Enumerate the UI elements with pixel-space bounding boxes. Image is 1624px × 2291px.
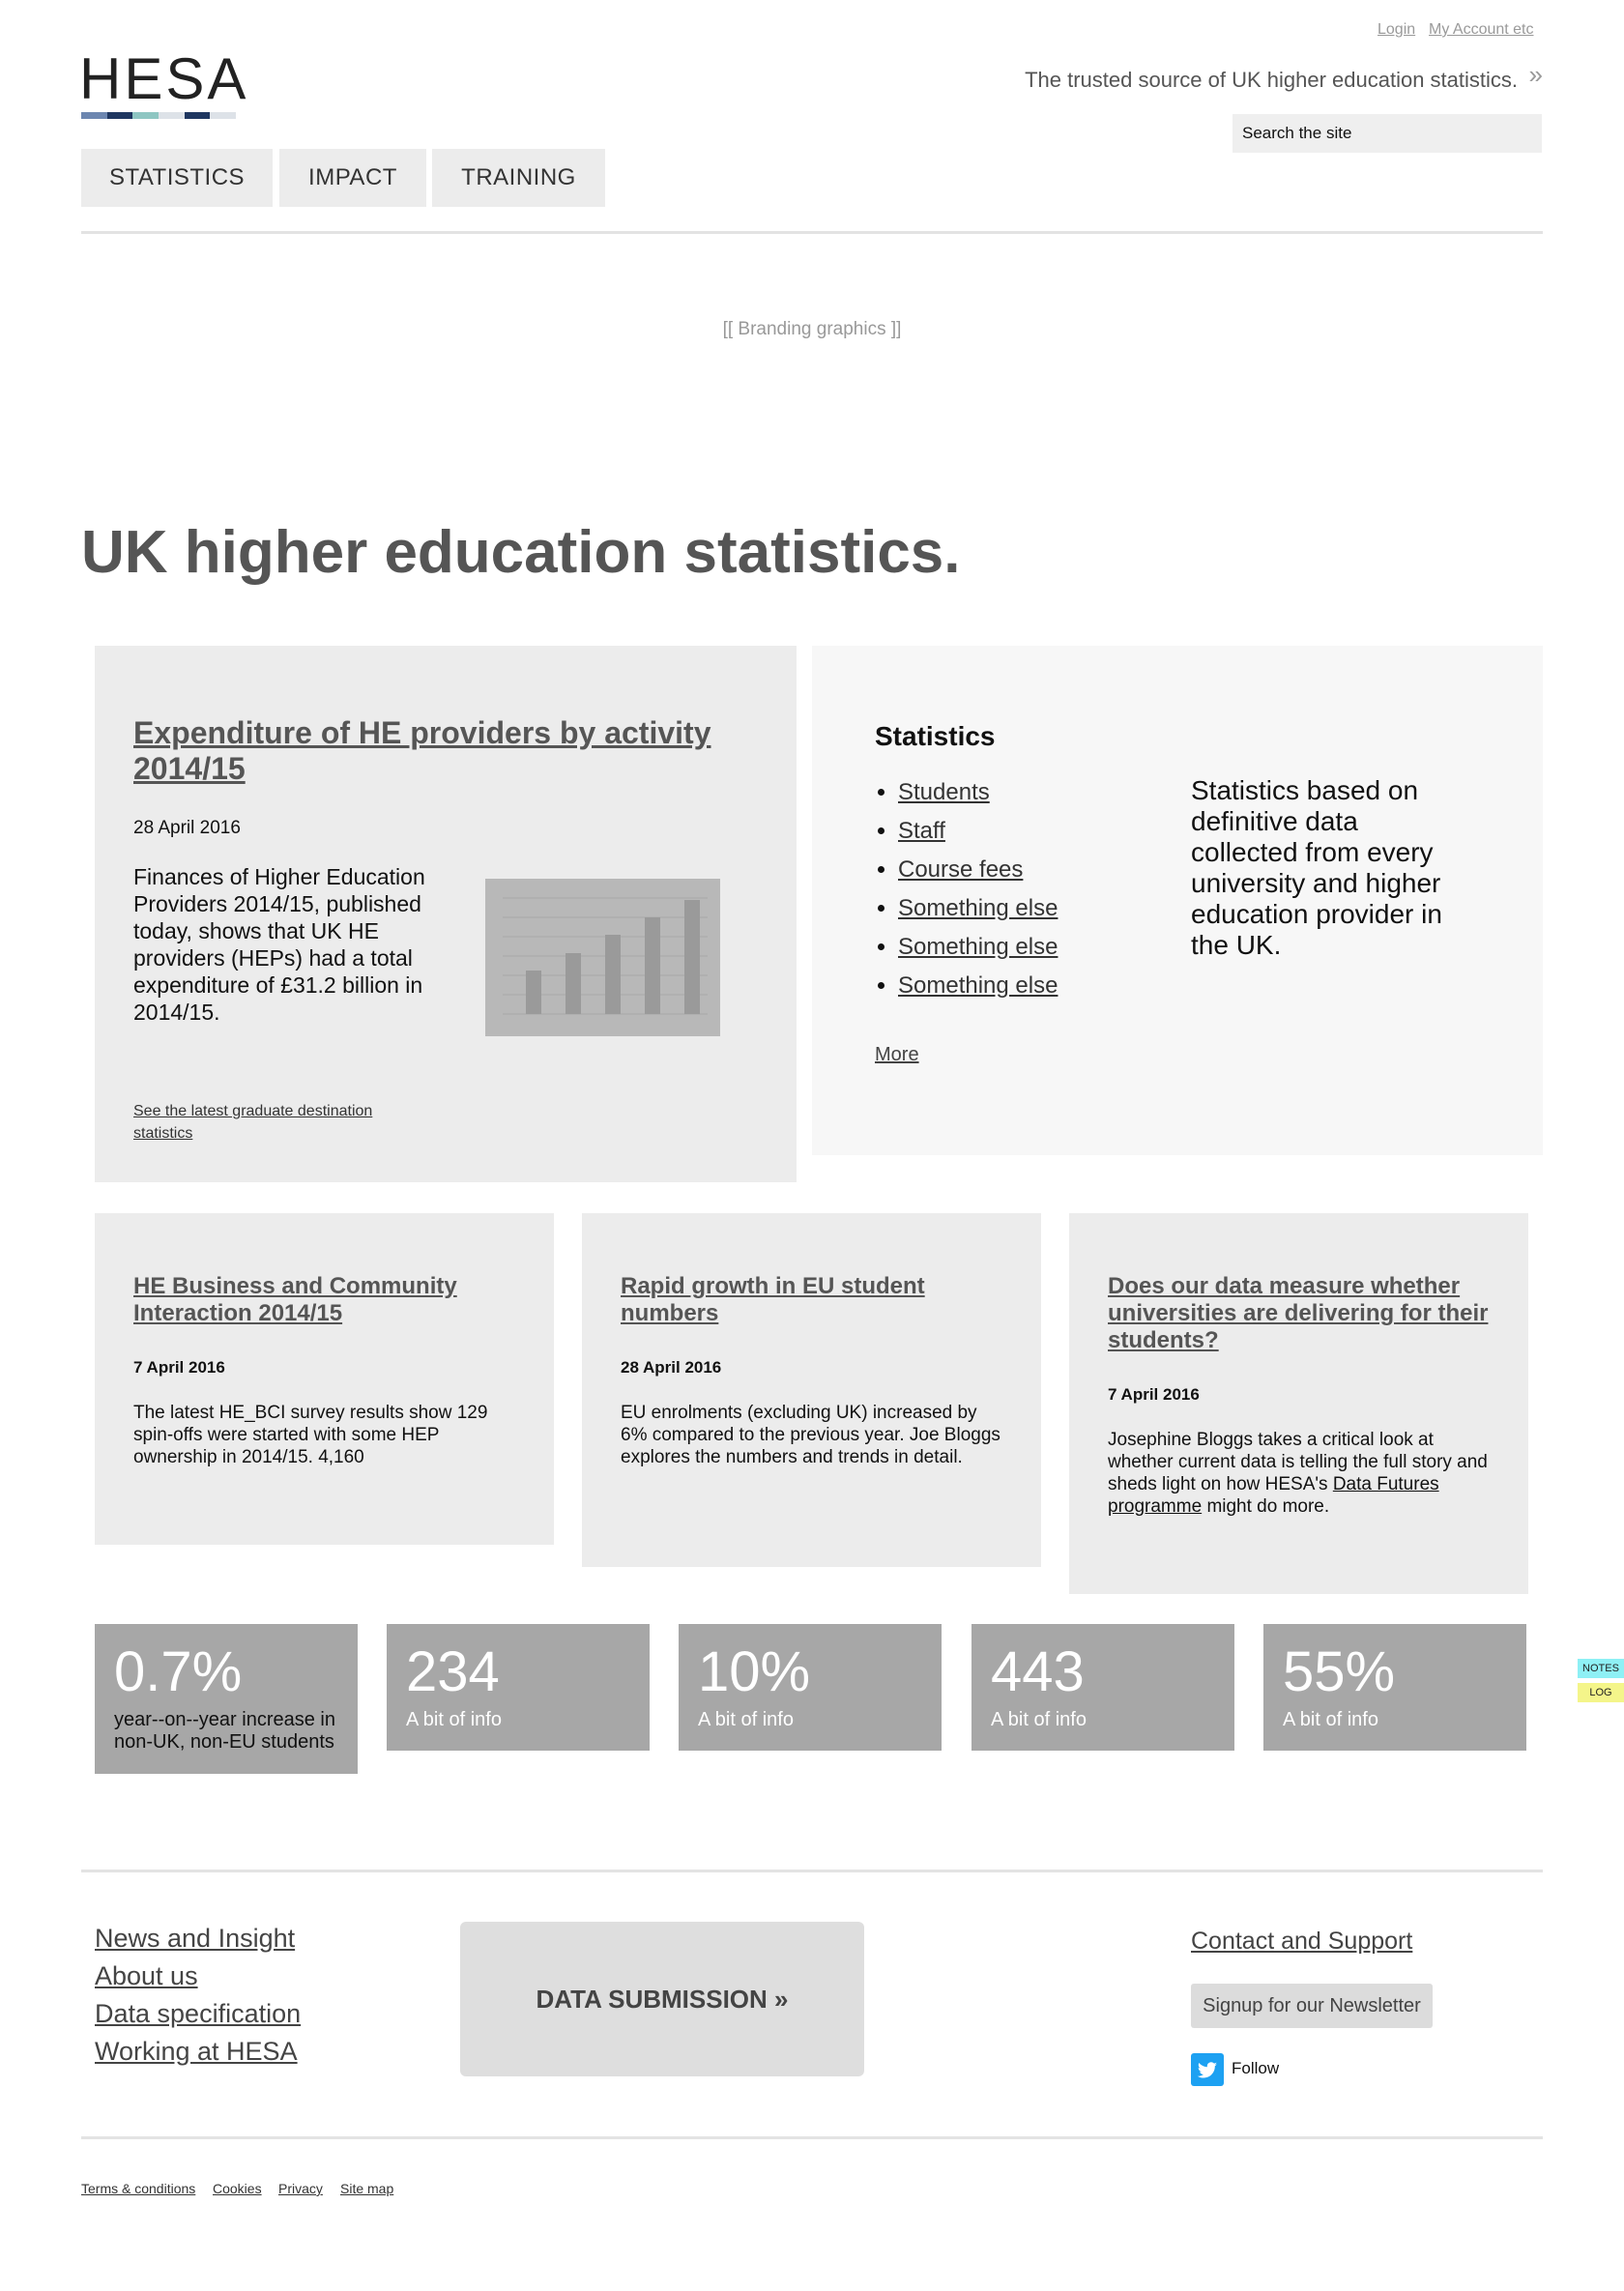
news-title-link[interactable]: Rapid growth in EU student numbers [621, 1273, 925, 1326]
tagline-arrow-icon[interactable]: » [1528, 60, 1543, 89]
statistics-link-something-else[interactable]: Something else [898, 895, 1058, 921]
news-title: Does our data measure whether universiti… [1108, 1273, 1494, 1354]
chart-thumbnail-graphic [503, 897, 708, 1015]
footer-links: News and Insight About us Data specifica… [95, 1920, 301, 2071]
twitter-bird-icon [1197, 2062, 1217, 2078]
stat-value: 234 [406, 1640, 500, 1703]
footer-divider [81, 1870, 1543, 1872]
news-body-text: Josephine Bloggs takes a critical look a… [1108, 1430, 1488, 1494]
stat-label: year--on--year increase in non-UK, non-E… [114, 1709, 335, 1753]
statistics-list: Students Staff Course fees Something els… [875, 773, 1058, 1005]
list-item: Something else [898, 928, 1058, 967]
list-item: Course fees [898, 851, 1058, 889]
login-link[interactable]: Login [1378, 21, 1416, 38]
news-title-link[interactable]: Does our data measure whether universiti… [1108, 1273, 1489, 1353]
feature-title-link[interactable]: Expenditure of HE providers by activity … [133, 715, 711, 786]
cookies-link[interactable]: Cookies [213, 2181, 262, 2196]
twitter-follow-label[interactable]: Follow [1232, 2059, 1280, 2077]
footer-link-data-spec[interactable]: Data specification [95, 1999, 302, 2028]
footer-bottom-divider [81, 2136, 1543, 2139]
news-title: Rapid growth in EU student numbers [621, 1273, 1007, 1327]
stat-label: A bit of info [698, 1709, 794, 1730]
news-date: 28 April 2016 [621, 1358, 722, 1377]
feature-body: Finances of Higher Education Providers 2… [133, 864, 425, 1025]
footer-link-working[interactable]: Working at HESA [95, 2037, 298, 2066]
terms-link[interactable]: Terms & conditions [81, 2181, 196, 2196]
logo-bar-segment [81, 112, 107, 119]
news-card: HE Business and Community Interaction 20… [95, 1213, 554, 1545]
news-body-text: might do more. [1206, 1496, 1330, 1517]
statistics-link-something-else[interactable]: Something else [898, 972, 1058, 999]
list-item: Something else [898, 967, 1058, 1005]
data-submission-button[interactable]: DATA SUBMISSION » [460, 1922, 864, 2076]
branding-placeholder: [[ Branding graphics ]] [722, 319, 902, 339]
stat-tile: 234 A bit of info [387, 1624, 650, 1751]
stat-value: 0.7% [114, 1640, 243, 1703]
stat-tile: 55% A bit of info [1263, 1624, 1526, 1751]
stat-value: 55% [1283, 1640, 1396, 1703]
my-account-link[interactable]: My Account etc [1429, 21, 1534, 38]
stat-value: 10% [698, 1640, 811, 1703]
footer-link-about[interactable]: About us [95, 1961, 198, 1990]
site-map-link[interactable]: Site map [340, 2181, 394, 2196]
search-input[interactable] [1232, 114, 1542, 153]
news-date: 7 April 2016 [1108, 1385, 1200, 1404]
stat-tile: 0.7% year--on--year increase in non-UK, … [95, 1624, 358, 1774]
feature-title: Expenditure of HE providers by activity … [133, 715, 752, 787]
stat-label: A bit of info [1283, 1709, 1378, 1730]
privacy-link[interactable]: Privacy [278, 2181, 323, 2196]
list-item: Staff [898, 812, 1058, 851]
site-tagline: The trusted source of UK higher educatio… [1025, 68, 1518, 92]
page-title: UK higher education statistics. [81, 519, 961, 586]
logo-bar-segment [106, 112, 133, 119]
stat-label: A bit of info [991, 1709, 1087, 1730]
statistics-heading: Statistics [875, 721, 996, 751]
feature-card: Expenditure of HE providers by activity … [95, 646, 797, 1182]
stat-value: 443 [991, 1640, 1085, 1703]
statistics-description: Statistics based on definitive data coll… [1191, 775, 1442, 960]
statistics-more-link[interactable]: More [875, 1044, 919, 1065]
news-body: EU enrolments (excluding UK) increased b… [621, 1403, 1000, 1467]
logo-color-bar [81, 112, 237, 119]
stat-tile: 10% A bit of info [679, 1624, 942, 1751]
footer-link-news[interactable]: News and Insight [95, 1924, 296, 1953]
news-body: Josephine Bloggs takes a critical look a… [1108, 1429, 1494, 1518]
news-card: Rapid growth in EU student numbers 28 Ap… [582, 1213, 1041, 1567]
statistics-panel: Statistics Students Staff Course fees So… [812, 646, 1543, 1155]
statistics-link-something-else[interactable]: Something else [898, 934, 1058, 960]
news-date: 7 April 2016 [133, 1358, 225, 1377]
stat-label: A bit of info [406, 1709, 502, 1730]
list-item: Something else [898, 889, 1058, 928]
header-divider [81, 231, 1543, 234]
notes-tab[interactable]: NOTES [1578, 1659, 1624, 1678]
logo-bar-segment [210, 112, 237, 119]
logo-bar-segment [159, 112, 185, 119]
news-title: HE Business and Community Interaction 20… [133, 1273, 520, 1327]
news-card: Does our data measure whether universiti… [1069, 1213, 1528, 1594]
nav-impact[interactable]: IMPACT [279, 149, 426, 207]
newsletter-signup-button[interactable]: Signup for our Newsletter [1191, 1984, 1433, 2028]
nav-statistics[interactable]: STATISTICS [81, 149, 273, 207]
logo-bar-segment [184, 112, 211, 119]
logo-bar-segment [132, 112, 160, 119]
statistics-link-students[interactable]: Students [898, 779, 990, 805]
feature-date: 28 April 2016 [133, 818, 241, 838]
hesa-logo[interactable]: HESA [79, 46, 249, 111]
log-tab[interactable]: LOG [1578, 1683, 1624, 1702]
news-title-link[interactable]: HE Business and Community Interaction 20… [133, 1273, 457, 1326]
contact-support-link[interactable]: Contact and Support [1191, 1928, 1413, 1955]
statistics-link-course-fees[interactable]: Course fees [898, 856, 1024, 883]
news-body: The latest HE_BCI survey results show 12… [133, 1403, 488, 1467]
data-futures-link[interactable]: Data Futures programme [1108, 1474, 1439, 1517]
nav-training[interactable]: TRAINING [432, 149, 605, 207]
statistics-link-staff[interactable]: Staff [898, 818, 945, 844]
stat-tile: 443 A bit of info [972, 1624, 1234, 1751]
list-item: Students [898, 773, 1058, 812]
graduate-destination-link[interactable]: See the latest graduate destination stat… [133, 1103, 373, 1142]
twitter-icon[interactable] [1191, 2053, 1224, 2086]
feature-chart-thumbnail [485, 879, 720, 1036]
